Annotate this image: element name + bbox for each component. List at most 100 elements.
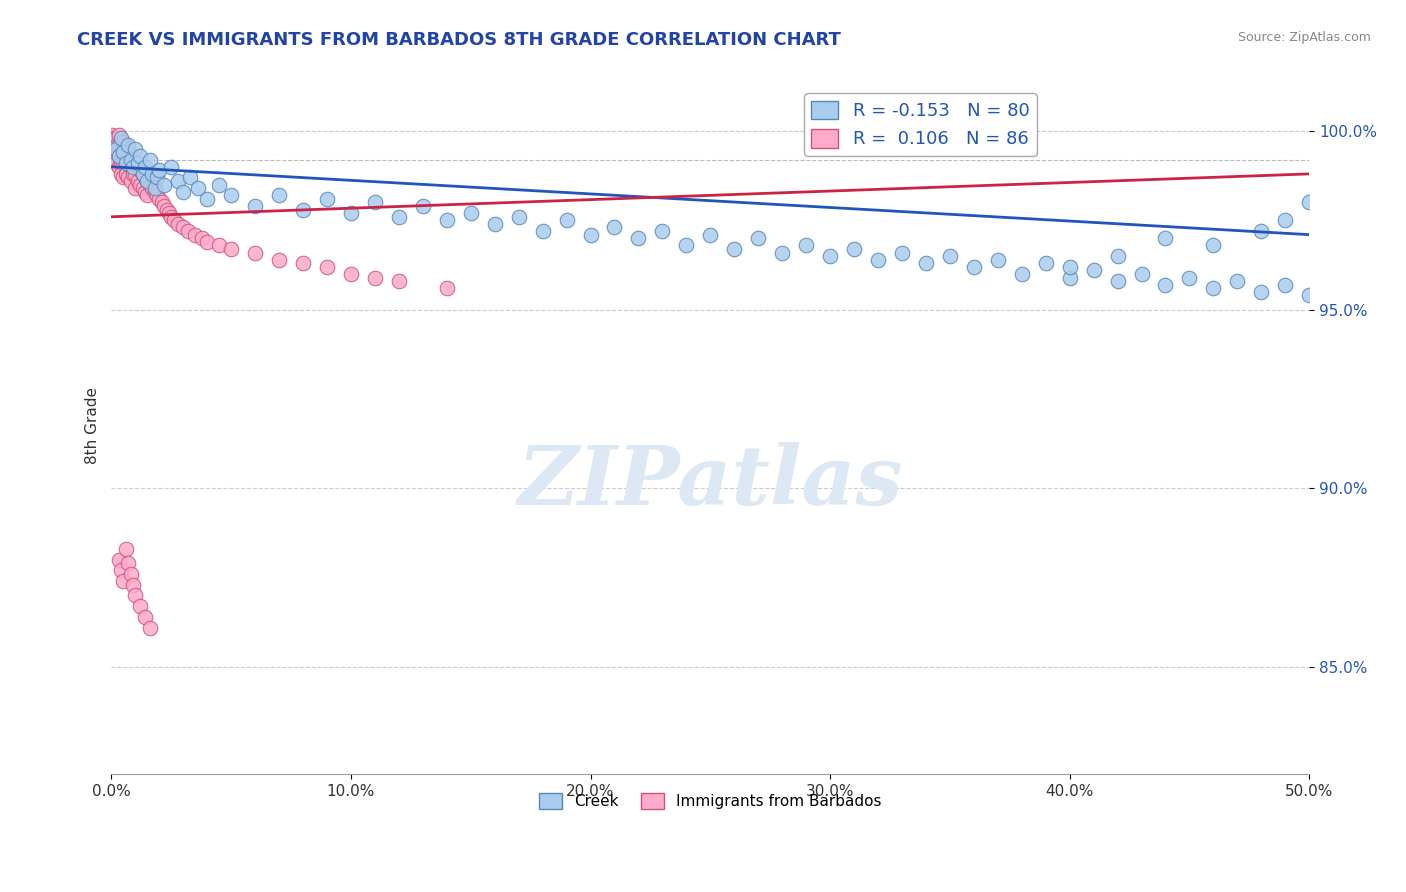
Point <box>723 242 745 256</box>
Point <box>110 167 132 181</box>
Point <box>1298 195 1320 210</box>
Point <box>136 174 159 188</box>
Point <box>127 156 149 170</box>
Point <box>987 252 1010 267</box>
Point <box>120 174 142 188</box>
Point <box>412 199 434 213</box>
Point <box>117 138 139 153</box>
Point <box>141 167 163 181</box>
Point <box>105 142 128 156</box>
Point <box>107 149 129 163</box>
Y-axis label: 8th Grade: 8th Grade <box>86 387 100 464</box>
Point <box>112 145 135 160</box>
Point <box>112 135 135 149</box>
Point <box>388 274 411 288</box>
Point <box>484 217 506 231</box>
Point <box>1178 270 1201 285</box>
Point <box>107 553 129 567</box>
Point <box>153 199 176 213</box>
Point <box>143 181 166 195</box>
Point <box>141 181 163 195</box>
Point <box>195 235 218 249</box>
Point <box>316 260 339 274</box>
Point <box>131 181 153 195</box>
Point <box>110 131 132 145</box>
Point <box>124 167 146 181</box>
Point <box>1011 267 1033 281</box>
Text: CREEK VS IMMIGRANTS FROM BARBADOS 8TH GRADE CORRELATION CHART: CREEK VS IMMIGRANTS FROM BARBADOS 8TH GR… <box>77 31 841 49</box>
Point <box>167 217 190 231</box>
Point <box>107 128 129 142</box>
Point <box>675 238 697 252</box>
Point <box>134 160 156 174</box>
Point <box>105 142 128 156</box>
Point <box>1154 277 1177 292</box>
Point <box>139 178 162 192</box>
Legend: Creek, Immigrants from Barbados: Creek, Immigrants from Barbados <box>533 787 889 815</box>
Point <box>110 156 132 170</box>
Point <box>292 256 315 270</box>
Point <box>103 145 125 160</box>
Point <box>124 589 146 603</box>
Point <box>160 210 183 224</box>
Point <box>136 188 159 202</box>
Point <box>131 167 153 181</box>
Point <box>184 227 207 242</box>
Point <box>1035 256 1057 270</box>
Point <box>1250 285 1272 299</box>
Point <box>269 188 291 202</box>
Point <box>163 213 186 227</box>
Point <box>219 242 242 256</box>
Point <box>866 252 889 267</box>
Text: ZIPatlas: ZIPatlas <box>517 442 903 522</box>
Point <box>122 578 145 592</box>
Point <box>104 149 127 163</box>
Point <box>143 185 166 199</box>
Point <box>124 142 146 156</box>
Point <box>117 145 139 160</box>
Point <box>460 206 482 220</box>
Point <box>963 260 986 274</box>
Point <box>107 138 129 153</box>
Point <box>129 178 152 192</box>
Point <box>120 149 142 163</box>
Point <box>1226 274 1249 288</box>
Point <box>794 238 817 252</box>
Point <box>1202 281 1225 295</box>
Point <box>531 224 554 238</box>
Point <box>340 267 363 281</box>
Point <box>364 270 387 285</box>
Point <box>122 160 145 174</box>
Point <box>699 227 721 242</box>
Point <box>1274 277 1296 292</box>
Point <box>187 181 209 195</box>
Point <box>316 192 339 206</box>
Point <box>114 142 136 156</box>
Point <box>208 178 231 192</box>
Point <box>103 138 125 153</box>
Point <box>364 195 387 210</box>
Point <box>117 170 139 185</box>
Point <box>124 156 146 170</box>
Point <box>172 185 194 199</box>
Point <box>1274 213 1296 227</box>
Point <box>153 178 176 192</box>
Point <box>105 138 128 153</box>
Point <box>104 135 127 149</box>
Point <box>114 542 136 557</box>
Point <box>112 170 135 185</box>
Point <box>651 224 673 238</box>
Point <box>292 202 315 217</box>
Point <box>915 256 938 270</box>
Point <box>243 199 266 213</box>
Point <box>131 167 153 181</box>
Point <box>136 174 159 188</box>
Point <box>107 160 129 174</box>
Point <box>177 224 200 238</box>
Point <box>191 231 214 245</box>
Point <box>112 574 135 589</box>
Point <box>114 167 136 181</box>
Point <box>436 213 458 227</box>
Point <box>1202 238 1225 252</box>
Point <box>167 174 190 188</box>
